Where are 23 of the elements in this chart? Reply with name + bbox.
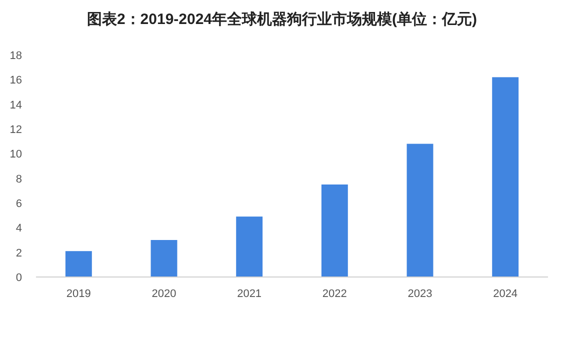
y-tick-label: 18 [10, 50, 22, 62]
x-tick-label: 2020 [152, 288, 176, 300]
y-tick-label: 6 [16, 198, 22, 210]
bar [65, 251, 92, 277]
x-tick-label: 2024 [493, 288, 518, 300]
bar [406, 144, 434, 277]
x-tick-label: 2021 [237, 288, 262, 300]
bar [492, 77, 519, 277]
bar [236, 216, 263, 277]
bar [321, 184, 348, 277]
x-tick-label: 2022 [322, 288, 347, 300]
y-tick-label: 14 [10, 99, 22, 112]
x-tick-label: 2023 [408, 288, 432, 300]
y-tick-label: 12 [10, 124, 22, 136]
x-tick-label: 2019 [66, 288, 91, 300]
y-tick-label: 16 [10, 74, 22, 87]
bar [150, 240, 178, 277]
y-tick-label: 4 [16, 222, 22, 235]
y-tick-label: 10 [10, 148, 22, 161]
chart-title: 图表2：2019-2024年全球机器狗行业市场规模(单位：亿元) [86, 10, 478, 28]
y-tick-label: 2 [16, 247, 22, 260]
y-tick-label: 0 [16, 272, 22, 284]
y-tick-label: 8 [16, 173, 22, 186]
